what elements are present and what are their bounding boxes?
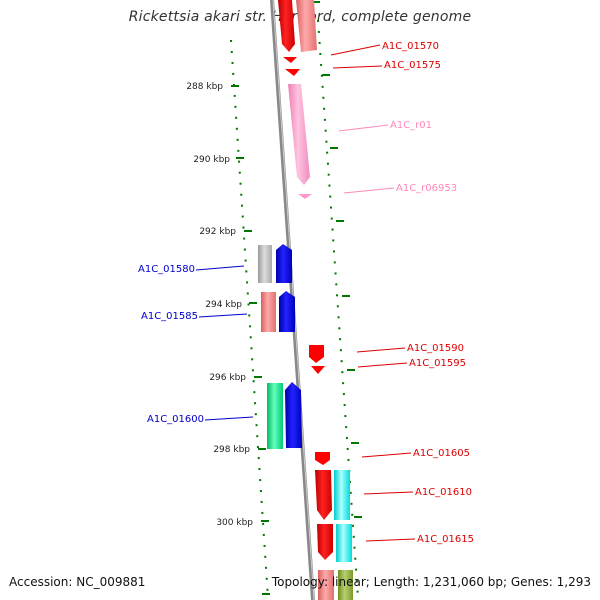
gene-label-a1c-01610[interactable]: A1C_01610 xyxy=(415,487,472,498)
ruler-label: 288 kbp xyxy=(186,82,223,92)
leader-line xyxy=(204,416,254,421)
gene-cyan-feature[interactable] xyxy=(334,470,350,520)
gene-salmon-top-feature[interactable] xyxy=(296,0,317,52)
leader-line xyxy=(330,44,381,56)
gene-a1c-r06953-feature[interactable] xyxy=(298,194,312,199)
ruler-label: 298 kbp xyxy=(213,445,250,455)
leader-line xyxy=(361,452,412,458)
gene-a1c-01610-feature[interactable] xyxy=(315,470,332,520)
gene-label-a1c-01605[interactable]: A1C_01605 xyxy=(413,448,470,459)
leader-line xyxy=(332,65,383,69)
gene-a1c-r01-feature[interactable] xyxy=(288,84,310,185)
gene-a1c-01580-feature[interactable] xyxy=(276,244,292,283)
ruler-label: 292 kbp xyxy=(199,227,236,237)
gene-a1c-01575b-feature[interactable] xyxy=(285,69,300,76)
leader-line xyxy=(365,538,416,542)
ruler-label: 296 kbp xyxy=(209,373,246,383)
gene-a1c-01605-feature[interactable] xyxy=(315,452,330,465)
gene-features xyxy=(258,0,353,600)
gene-label-a1c-01585[interactable]: A1C_01585 xyxy=(141,311,198,322)
gene-a1c-01615-feature[interactable] xyxy=(317,524,333,560)
gene-green-feature[interactable] xyxy=(267,383,283,449)
leader-lines xyxy=(195,44,416,542)
gene-label-a1c-01570[interactable]: A1C_01570 xyxy=(382,41,439,52)
gene-olive-bottom-feature[interactable] xyxy=(338,570,353,600)
leader-line xyxy=(338,124,389,132)
gene-label-a1c-01615[interactable]: A1C_01615 xyxy=(417,534,474,545)
ruler-label: 290 kbp xyxy=(193,155,230,165)
gene-a1c-01585-feature[interactable] xyxy=(279,291,295,332)
gene-label-a1c-01580[interactable]: A1C_01580 xyxy=(138,264,195,275)
gene-salmon-bottom-feature[interactable] xyxy=(318,570,334,600)
gene-label-a1c-01590[interactable]: A1C_01590 xyxy=(407,343,464,354)
leader-line xyxy=(363,491,414,495)
leader-line xyxy=(356,347,406,353)
leader-line xyxy=(343,187,395,194)
ruler-labels: 288 kbp 290 kbp 292 kbp 294 kbp 296 kbp … xyxy=(186,82,253,528)
gene-a1c-01570-feature[interactable] xyxy=(278,0,295,52)
accession-text: Accession: NC_009881 xyxy=(9,575,146,589)
gene-label-a1c-01575[interactable]: A1C_01575 xyxy=(384,60,441,71)
leader-line xyxy=(198,313,248,318)
gene-cyan-feature-2[interactable] xyxy=(336,524,352,562)
gene-a1c-01595-feature[interactable] xyxy=(311,366,325,374)
gene-label-a1c-01600[interactable]: A1C_01600 xyxy=(147,414,204,425)
genome-summary-text: Topology: linear; Length: 1,231,060 bp; … xyxy=(271,575,591,589)
ruler-label: 300 kbp xyxy=(216,518,253,528)
leader-line xyxy=(357,362,408,368)
gene-a1c-01590-feature[interactable] xyxy=(309,345,324,363)
gene-label-a1c-r06953[interactable]: A1C_r06953 xyxy=(396,183,457,194)
ruler-label: 294 kbp xyxy=(205,300,242,310)
gene-label-a1c-01595[interactable]: A1C_01595 xyxy=(409,358,466,369)
gene-label-a1c-r01[interactable]: A1C_r01 xyxy=(390,120,432,131)
gene-a1c-01575-feature[interactable] xyxy=(283,57,297,63)
gene-labels: A1C_01570 A1C_01575 A1C_r01 A1C_r06953 A… xyxy=(138,41,474,545)
gene-a1c-01600-feature[interactable] xyxy=(285,382,302,448)
leader-line xyxy=(195,265,245,271)
gene-gray-feature[interactable] xyxy=(258,245,272,283)
ruler-ticks xyxy=(231,1,362,595)
gene-salmon-feature[interactable] xyxy=(261,292,276,332)
